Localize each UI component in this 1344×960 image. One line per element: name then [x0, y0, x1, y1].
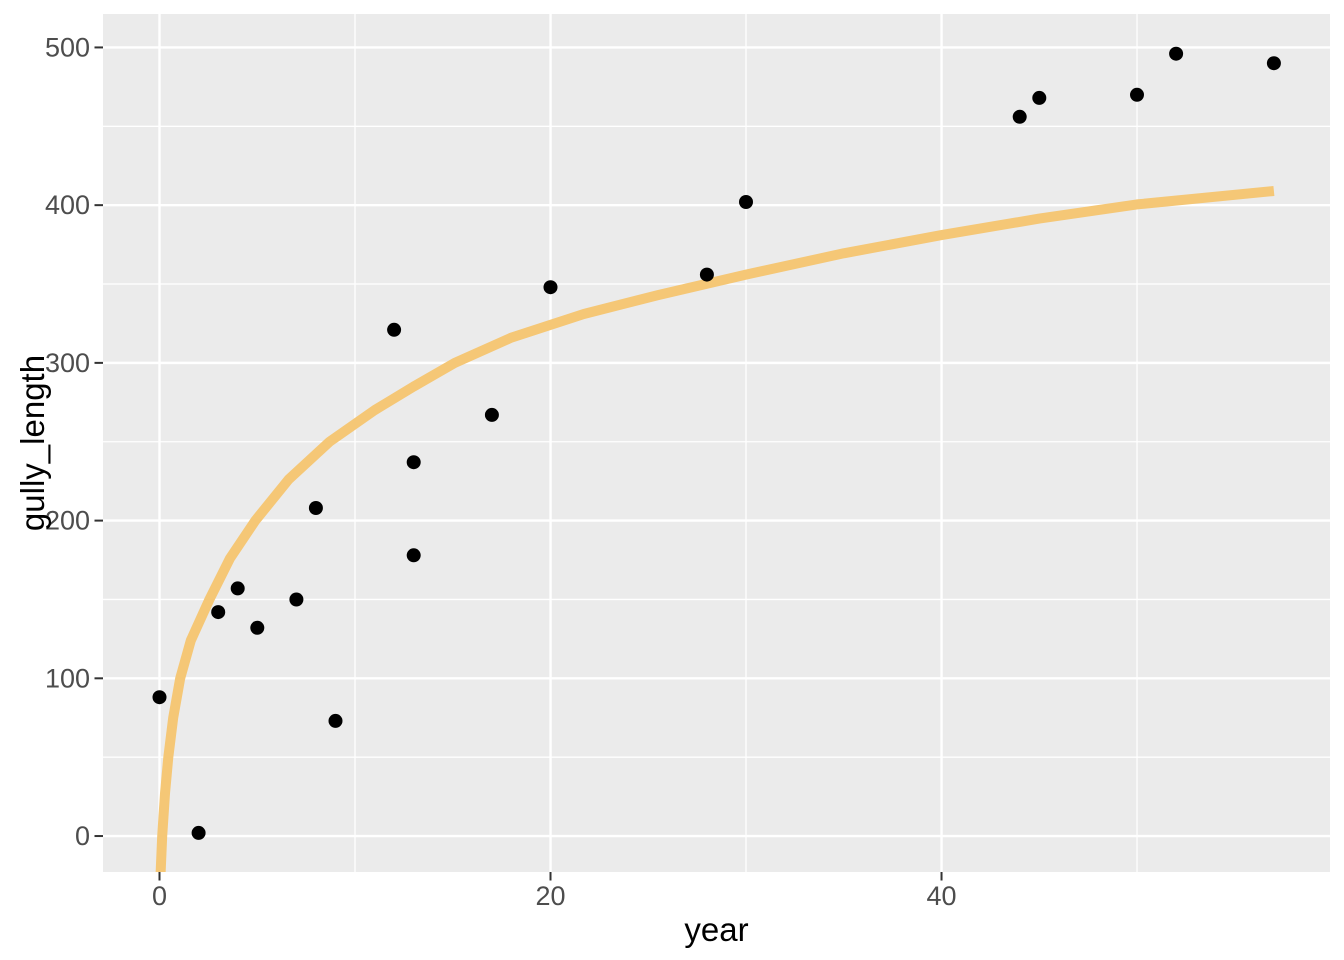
- y-tick-label: 300: [45, 348, 90, 378]
- data-point: [1266, 56, 1281, 71]
- data-point: [1169, 46, 1184, 61]
- smooth-curve: [155, 186, 1275, 872]
- data-point: [152, 690, 167, 705]
- data-point: [289, 592, 304, 607]
- data-point: [250, 620, 265, 635]
- data-point: [484, 407, 499, 422]
- x-tick-label: 20: [535, 881, 565, 911]
- y-tick-label: 400: [45, 190, 90, 220]
- data-point: [191, 825, 206, 840]
- data-point: [230, 581, 245, 596]
- data-point: [308, 501, 323, 515]
- x-axis-title: year: [684, 911, 748, 948]
- data-point: [328, 713, 343, 728]
- x-tick-label: 0: [152, 881, 167, 911]
- y-tick-label: 0: [75, 821, 90, 851]
- data-point: [699, 267, 714, 282]
- geom-layer: [152, 46, 1281, 872]
- data-point: [211, 605, 226, 620]
- data-point: [387, 322, 402, 337]
- data-point: [406, 455, 421, 470]
- data-point: [543, 280, 558, 295]
- data-point: [1032, 90, 1047, 105]
- plot-panel: [103, 14, 1330, 872]
- data-point: [1012, 109, 1027, 124]
- y-axis-title: gully_length: [14, 355, 51, 531]
- x-tick-label: 40: [927, 881, 957, 911]
- y-tick-label: 200: [45, 506, 90, 536]
- data-point: [739, 195, 753, 209]
- data-point: [406, 548, 421, 563]
- y-tick-label: 500: [45, 32, 90, 62]
- data-point: [1130, 87, 1144, 102]
- y-tick-label: 100: [45, 663, 90, 693]
